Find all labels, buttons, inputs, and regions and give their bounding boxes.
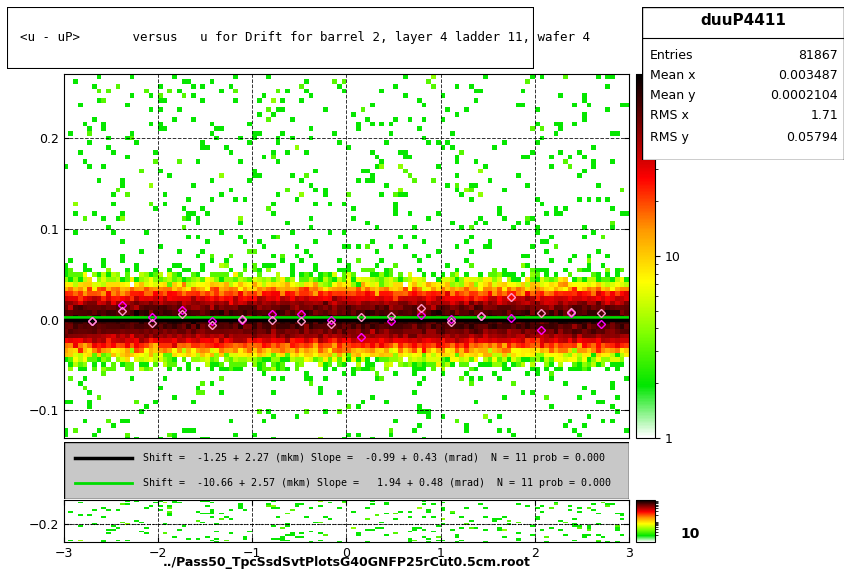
Text: 0.003487: 0.003487 [779, 69, 838, 82]
Text: Entries: Entries [650, 49, 694, 62]
Text: Shift =  -10.66 + 2.57 (mkm) Slope =   1.94 + 0.48 (mrad)  N = 11 prob = 0.000: Shift = -10.66 + 2.57 (mkm) Slope = 1.94… [143, 478, 611, 488]
Text: 1.71: 1.71 [810, 109, 838, 122]
Text: RMS y: RMS y [650, 130, 688, 144]
Text: 0.05794: 0.05794 [786, 130, 838, 144]
Text: RMS x: RMS x [650, 109, 688, 122]
Text: Mean y: Mean y [650, 89, 695, 102]
Text: duuP4411: duuP4411 [700, 13, 786, 28]
Text: 0.0002104: 0.0002104 [770, 89, 838, 102]
Text: 81867: 81867 [798, 49, 838, 62]
Text: <u - uP>       versus   u for Drift for barrel 2, layer 4 ladder 11, wafer 4: <u - uP> versus u for Drift for barrel 2… [20, 31, 590, 44]
Text: Mean x: Mean x [650, 69, 695, 82]
Text: Shift =  -1.25 + 2.27 (mkm) Slope =  -0.99 + 0.43 (mrad)  N = 11 prob = 0.000: Shift = -1.25 + 2.27 (mkm) Slope = -0.99… [143, 452, 605, 463]
Text: ../Pass50_TpcSsdSvtPlotsG40GNFP25rCut0.5cm.root: ../Pass50_TpcSsdSvtPlotsG40GNFP25rCut0.5… [163, 556, 530, 569]
Text: 10: 10 [680, 527, 700, 541]
